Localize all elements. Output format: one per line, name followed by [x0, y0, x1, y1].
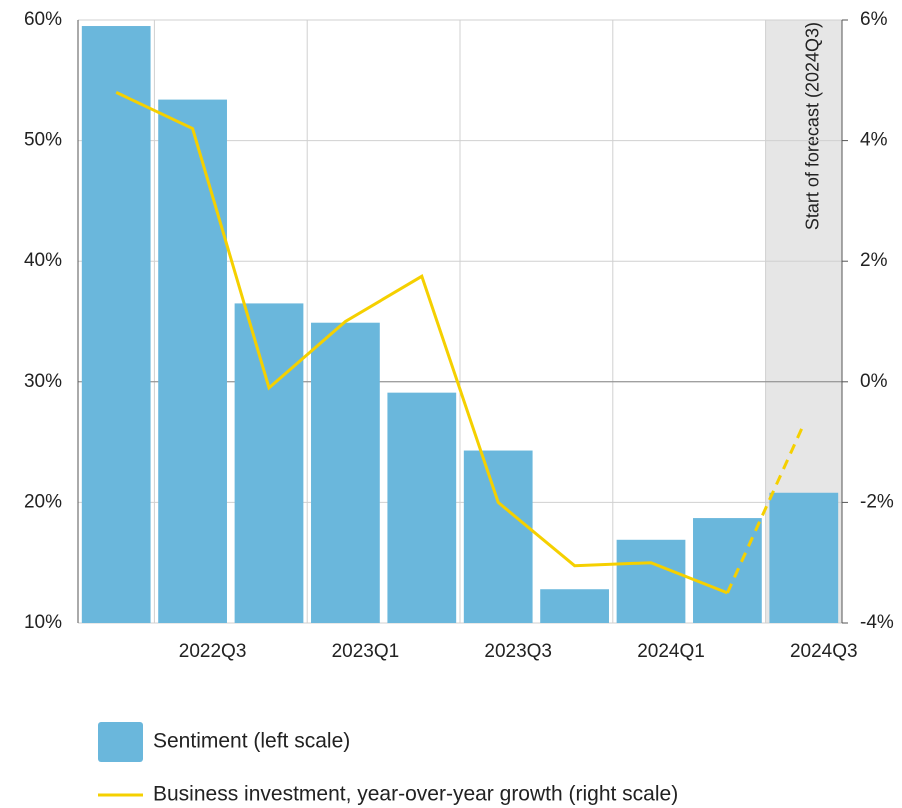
line [115, 91, 728, 595]
bar [311, 322, 380, 623]
y2-tick-label: 0% [860, 371, 888, 392]
y-tick-label: 50% [24, 130, 62, 151]
y-tick-label: 10% [24, 612, 62, 633]
y-tick-label: 60% [24, 9, 62, 30]
x-tick-label: 2023Q3 [484, 641, 552, 662]
bar [463, 450, 533, 623]
bar [234, 303, 304, 623]
bar [81, 26, 151, 623]
y-tick-label: 30% [24, 371, 62, 392]
y-tick-label: 20% [24, 491, 62, 512]
y2-tick-label: 2% [860, 250, 888, 271]
legend-swatch [98, 722, 143, 762]
line-forecast [726, 423, 806, 594]
bar [616, 539, 686, 623]
legend-label: Sentiment (left scale) [153, 730, 350, 753]
bar [693, 518, 762, 623]
legend-label: Business investment, year-over-year grow… [153, 783, 678, 806]
x-tick-label: 2023Q1 [332, 641, 400, 662]
y-tick-label: 40% [24, 250, 62, 271]
x-tick-label: 2024Q3 [790, 641, 858, 662]
bar [769, 492, 839, 623]
y2-tick-label: -2% [860, 491, 894, 512]
y2-tick-label: -4% [860, 612, 894, 633]
x-tick-label: 2022Q3 [179, 641, 247, 662]
forecast-label: Start of forecast (2024Q3) [803, 22, 823, 230]
y2-tick-label: 6% [860, 9, 888, 30]
bar [387, 392, 457, 623]
bar [540, 589, 609, 623]
bar [158, 99, 227, 623]
x-tick-label: 2024Q1 [637, 641, 705, 662]
y2-tick-label: 4% [860, 130, 888, 151]
